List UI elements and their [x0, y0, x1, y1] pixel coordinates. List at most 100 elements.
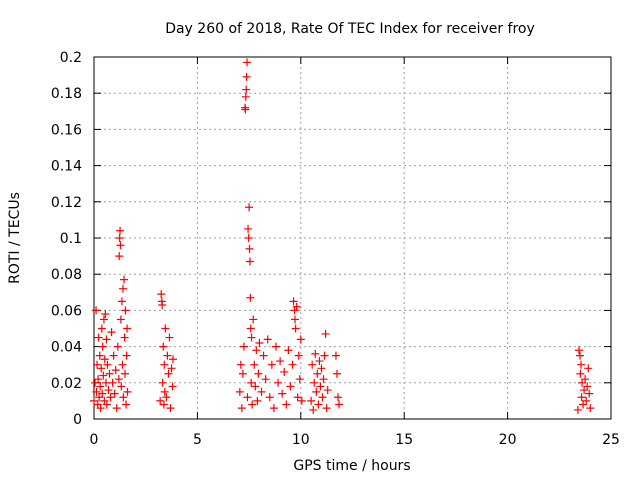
data-point	[101, 310, 110, 319]
data-point	[291, 315, 300, 324]
y-tick-label: 0.2	[60, 50, 82, 66]
grid-lines	[94, 57, 611, 419]
data-point	[317, 364, 326, 373]
data-point	[238, 369, 247, 378]
data-point	[236, 360, 245, 369]
data-point	[235, 387, 244, 396]
data-point	[104, 386, 113, 395]
data-point	[98, 389, 107, 398]
data-point	[576, 369, 585, 378]
data-point	[291, 324, 300, 333]
data-point	[99, 315, 108, 324]
data-point	[160, 387, 169, 396]
data-point	[254, 369, 263, 378]
data-point	[322, 404, 331, 413]
data-point	[118, 284, 127, 293]
data-point	[95, 351, 104, 360]
data-point	[92, 306, 101, 315]
data-point	[118, 360, 127, 369]
data-point	[94, 375, 103, 384]
data-point	[294, 351, 303, 360]
x-tick-label: 5	[193, 432, 202, 448]
data-point	[577, 360, 586, 369]
data-point	[293, 393, 302, 402]
data-point	[159, 400, 168, 409]
x-tick-label: 0	[90, 432, 99, 448]
x-axis-label: GPS time / hours	[293, 458, 410, 474]
data-point	[253, 396, 262, 405]
data-point	[122, 351, 131, 360]
data-point	[158, 378, 167, 387]
data-point	[257, 387, 266, 396]
data-point	[121, 369, 130, 378]
data-point	[261, 375, 270, 384]
data-point	[271, 342, 280, 351]
data-point	[123, 324, 132, 333]
data-point	[165, 333, 174, 342]
data-point	[310, 378, 319, 387]
data-point	[157, 290, 166, 299]
data-point	[242, 72, 251, 81]
data-point	[586, 404, 595, 413]
data-point	[162, 393, 171, 402]
data-point	[581, 375, 590, 384]
data-point	[312, 387, 321, 396]
data-point	[577, 393, 586, 402]
data-point	[156, 396, 165, 405]
x-tick-label: 20	[499, 432, 517, 448]
y-tick-label: 0.18	[51, 86, 82, 102]
data-point	[584, 364, 593, 373]
data-point	[103, 360, 112, 369]
data-point	[297, 396, 306, 405]
y-tick-label: 0.02	[51, 376, 82, 392]
data-point	[292, 302, 301, 311]
data-point	[286, 382, 295, 391]
data-point	[307, 396, 316, 405]
y-tick-label: 0.1	[60, 231, 82, 247]
data-point	[573, 405, 582, 414]
data-point	[116, 241, 125, 250]
data-point	[250, 360, 259, 369]
data-point	[119, 393, 128, 402]
data-point	[115, 252, 124, 261]
y-tick-label: 0	[73, 412, 82, 428]
data-point	[111, 366, 120, 375]
data-point	[574, 346, 583, 355]
data-point	[251, 382, 260, 391]
data-point	[245, 203, 254, 212]
data-point	[582, 396, 591, 405]
data-point	[335, 400, 344, 409]
data-point	[246, 324, 255, 333]
data-point	[241, 92, 250, 101]
data-point	[319, 375, 328, 384]
data-point	[164, 369, 173, 378]
data-point	[112, 404, 121, 413]
data-point	[332, 369, 341, 378]
data-point	[280, 367, 289, 376]
data-point	[116, 315, 125, 324]
data-point	[289, 297, 298, 306]
data-point	[117, 382, 126, 391]
data-point	[163, 351, 172, 360]
data-point	[313, 369, 322, 378]
chart-title: Day 260 of 2018, Rate Of TEC Index for r…	[165, 21, 535, 37]
data-point	[159, 342, 168, 351]
data-point	[242, 85, 251, 94]
data-point	[245, 257, 254, 266]
data-point	[276, 357, 285, 366]
data-point	[259, 351, 268, 360]
x-tick-label: 10	[292, 432, 310, 448]
data-point	[246, 293, 255, 302]
axis-ticks: 0 0.02 0.04 0.06 0.08 0.1 0.12 0.14 0.16 0.18 0.2 0…	[51, 50, 620, 448]
data-point	[248, 400, 257, 409]
data-point	[334, 393, 343, 402]
data-point	[168, 382, 177, 391]
data-point	[161, 324, 170, 333]
data-point	[90, 396, 98, 405]
data-point	[114, 375, 123, 384]
data-point	[244, 234, 253, 242]
data-point	[110, 389, 119, 398]
data-point	[98, 342, 107, 351]
data-point	[255, 338, 264, 347]
